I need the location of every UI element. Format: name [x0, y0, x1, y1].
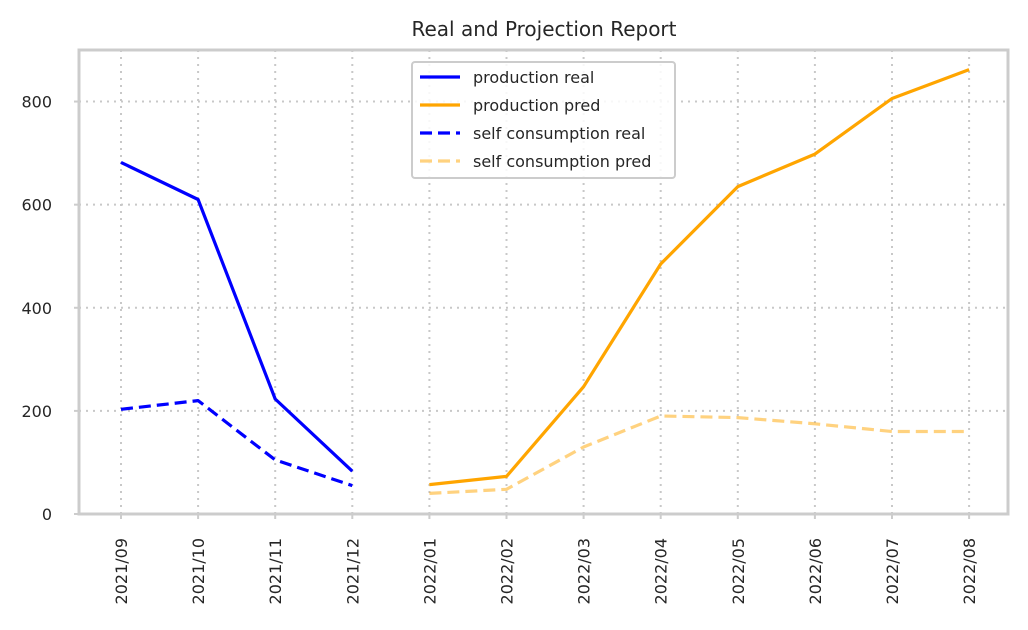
x-tick-label: 2021/10 [189, 538, 208, 604]
legend-label: self consumption pred [473, 152, 651, 171]
legend-label: self consumption real [473, 124, 645, 143]
x-tick-label: 2021/12 [343, 538, 362, 604]
legend-label: production real [473, 68, 594, 87]
y-tick-label: 400 [21, 299, 52, 318]
tick-layer: 2021/09 2021/10 2021/11 2021/12 2022/01 2022/… [21, 93, 979, 605]
x-tick-label: 2022/06 [806, 538, 825, 604]
plot-frame [77, 48, 1010, 516]
x-tick-label: 2022/08 [960, 538, 979, 604]
legend: production real production pred self consu… [411, 61, 676, 179]
y-tick-label: 0 [42, 505, 52, 524]
series-line-3 [429, 414, 970, 495]
series-line-0 [120, 160, 354, 473]
x-tick-label: 2021/09 [112, 538, 131, 604]
x-tick-label: 2022/05 [729, 538, 748, 604]
x-tick-label: 2022/04 [652, 538, 671, 604]
y-tick-label: 200 [21, 402, 52, 421]
series-line-2 [120, 399, 353, 488]
chart-title: Real and Projection Report [411, 17, 676, 41]
legend-label: production pred [473, 96, 600, 115]
x-tick-label: 2021/11 [266, 538, 285, 604]
series-layer [120, 68, 970, 495]
x-tick-label: 2022/02 [498, 538, 517, 604]
x-tick-label: 2022/01 [420, 538, 439, 604]
y-tick-label: 600 [21, 196, 52, 215]
y-tick-label: 800 [21, 93, 52, 112]
legend-box [411, 61, 676, 179]
series-line-1 [429, 68, 970, 487]
x-tick-label: 2022/07 [883, 538, 902, 604]
x-tick-label: 2022/03 [575, 538, 594, 604]
